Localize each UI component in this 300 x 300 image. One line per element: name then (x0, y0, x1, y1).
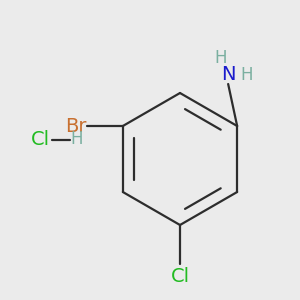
Text: Cl: Cl (31, 130, 50, 149)
Text: Cl: Cl (170, 266, 190, 286)
Text: N: N (221, 65, 236, 85)
Text: H: H (70, 130, 83, 148)
Text: H: H (241, 66, 253, 84)
Text: H: H (214, 50, 227, 68)
Text: Br: Br (65, 116, 86, 136)
